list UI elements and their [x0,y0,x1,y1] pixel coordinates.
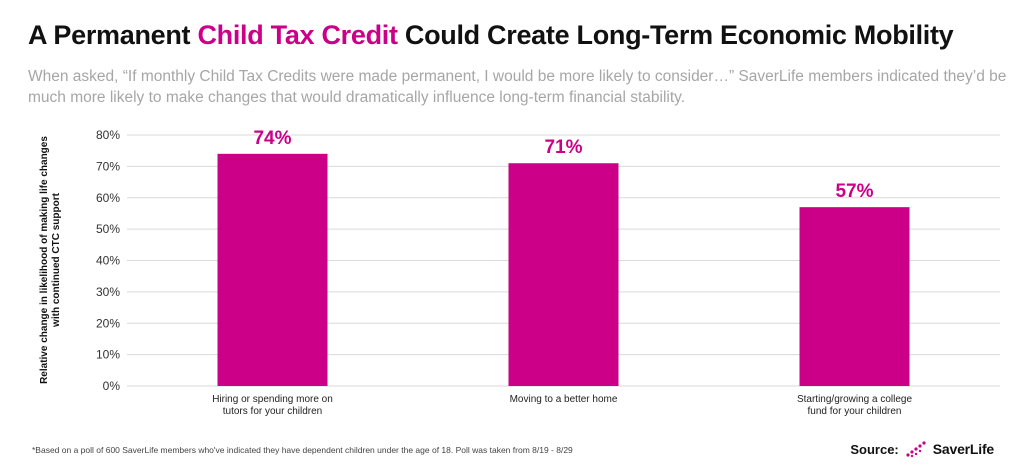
chart-title: A Permanent Child Tax Credit Could Creat… [28,20,954,51]
source-credit: Source: SaverLife [850,440,994,458]
bar-chart: 0% 10% 20% 30% 40% 50% 60% 70% 80% 74% 71% 57% Hir… [96,128,1000,417]
y-tick-labels: 0% 10% 20% 30% 40% 50% 60% 70% 80% [96,128,120,393]
y-tick-label: 60% [96,191,120,205]
source-brand: SaverLife [932,441,994,457]
y-tick-label: 80% [96,128,120,142]
source-label: Source: [850,441,899,457]
footnote: *Based on a poll of 600 SaverLife member… [32,445,573,455]
x-tick-label: Moving to a better home [510,394,618,405]
saverlife-logo-icon [906,441,926,458]
title-part-1: A Permanent [28,20,198,50]
y-tick-label: 30% [96,285,120,299]
y-axis-label: Relative change in likelihood of making … [39,136,62,384]
y-tick-label: 70% [96,159,120,173]
y-axis-label-wrap: Relative change in likelihood of making … [36,136,66,384]
y-tick-label: 20% [96,316,120,330]
title-part-2: Could Create Long-Term Economic Mobility [397,20,954,50]
bar [508,163,619,386]
data-labels: 74% 71% 57% [253,128,873,202]
data-label: 74% [253,128,291,149]
title-highlight: Child Tax Credit [197,20,398,50]
y-tick-label: 40% [96,254,120,268]
y-tick-label: 10% [96,348,120,362]
bar [799,207,910,386]
bars [217,153,910,386]
bar [217,153,328,386]
data-label: 57% [835,181,873,202]
y-tick-label: 0% [103,379,121,393]
x-tick-label: Starting/growing a college fund for your … [797,394,913,417]
data-label: 71% [544,137,582,158]
chart-subtitle: When asked, “If monthly Child Tax Credit… [28,68,1007,106]
x-tick-labels: Hiring or spending more on tutors for you… [212,394,912,417]
x-tick-label: Hiring or spending more on tutors for you… [212,394,333,417]
y-tick-label: 50% [96,222,120,236]
